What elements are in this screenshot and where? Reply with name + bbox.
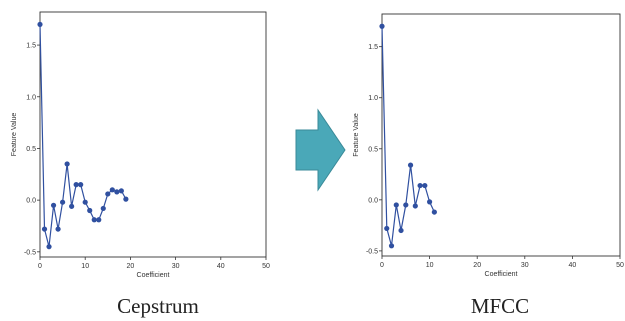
transform-arrow [295, 108, 346, 192]
data-point [118, 188, 124, 194]
data-point [78, 182, 84, 188]
x-tick-label: 40 [217, 263, 225, 270]
data-point [37, 21, 43, 28]
y-tick-label: 0.5 [26, 146, 36, 153]
y-tick-label: 1.0 [26, 94, 36, 101]
x-axis-label: Coefficient [137, 272, 170, 279]
data-point [87, 207, 93, 214]
data-point [82, 199, 88, 205]
data-point [388, 243, 395, 249]
data-point [398, 227, 404, 234]
data-point [96, 217, 102, 223]
data-point [69, 203, 75, 209]
data-point [384, 225, 390, 232]
y-tick-label: 1.5 [368, 44, 378, 51]
y-tick-label: 0.5 [368, 146, 378, 153]
mfcc-chart: 0 10 20 30 40 50 1.5 1.0 0.5 0.0 -0.5 Coefficient Fe… [353, 13, 624, 278]
data-point [50, 202, 57, 208]
data-point [60, 199, 66, 205]
data-point [417, 182, 423, 189]
data-point [91, 217, 97, 223]
x-tick-label: 0 [38, 263, 42, 270]
mfcc-caption: MFCC [470, 294, 530, 318]
data-point [114, 189, 120, 195]
plot-frame [381, 13, 621, 257]
x-tick-label: 50 [616, 262, 624, 269]
data-point [407, 162, 414, 168]
x-tick-label: 10 [81, 263, 89, 270]
data-point [427, 199, 433, 205]
x-tick-label: 20 [473, 262, 481, 269]
data-point [393, 202, 399, 208]
data-point [46, 244, 52, 250]
x-tick-label: 0 [380, 262, 384, 269]
data-point [403, 202, 409, 208]
y-tick-label: -0.5 [366, 248, 378, 255]
x-tick-label: 10 [426, 262, 434, 269]
y-tick-label: -0.5 [24, 249, 36, 256]
y-tick-label: 1.0 [368, 95, 378, 102]
data-point [100, 205, 106, 212]
data-point [422, 182, 428, 189]
data-point [73, 182, 79, 188]
data-point [123, 196, 129, 202]
series-line [39, 24, 127, 247]
data-point [379, 23, 385, 29]
cepstrum-chart: 0 10 20 30 40 50 1.5 1.0 0.5 0.0 -0.5 Coefficient Fe… [11, 11, 270, 279]
y-axis-label: Feature Value [353, 113, 360, 157]
x-axis-label: Coefficient [485, 271, 518, 278]
y-tick-label: 0.0 [26, 198, 36, 205]
data-point [55, 226, 61, 232]
cepstrum-caption: Cepstrum [117, 294, 199, 318]
x-tick-label: 30 [521, 262, 529, 269]
data-point [105, 191, 111, 197]
y-tick-label: 0.0 [368, 197, 378, 204]
y-tick-label: 1.5 [26, 43, 36, 50]
data-point [412, 203, 418, 209]
series-line [381, 26, 435, 246]
x-tick-label: 30 [172, 263, 180, 270]
plot-frame [39, 11, 267, 258]
x-tick-label: 50 [262, 263, 270, 270]
x-tick-label: 20 [127, 263, 135, 270]
x-tick-label: 40 [569, 262, 577, 269]
y-axis-label: Feature Value [11, 113, 18, 157]
data-point [431, 209, 437, 215]
data-point [109, 187, 115, 193]
data-point [64, 161, 70, 167]
data-point [41, 226, 48, 232]
